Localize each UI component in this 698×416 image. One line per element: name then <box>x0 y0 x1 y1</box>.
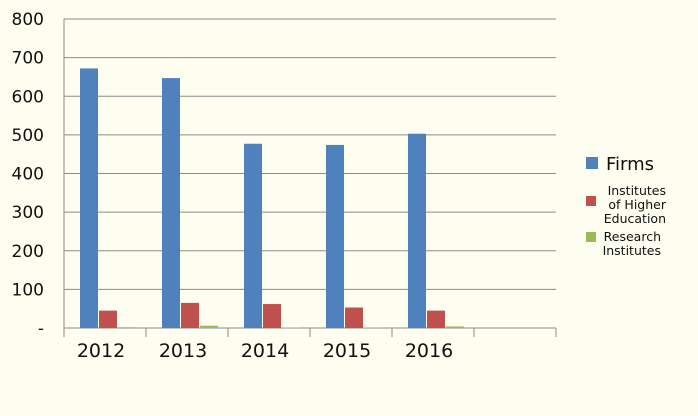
y-tick-label: 600 <box>12 87 44 107</box>
legend-label: of Higher <box>608 197 666 212</box>
bar <box>427 310 445 328</box>
x-tick-label: 2013 <box>159 340 207 362</box>
legend-swatch <box>586 196 596 206</box>
bar <box>345 307 363 328</box>
gridlines <box>64 18 556 329</box>
x-tick-label: 2016 <box>405 340 453 362</box>
bar <box>80 68 98 328</box>
y-tick-label: - <box>38 319 44 339</box>
legend-label: Research <box>604 229 661 244</box>
legend-label: Education <box>604 211 666 226</box>
bar <box>162 78 180 328</box>
y-tick-label: 300 <box>12 203 44 223</box>
bar <box>200 325 218 328</box>
y-tick-label: 500 <box>12 126 44 146</box>
bar <box>99 310 117 328</box>
y-tick-label: 100 <box>12 280 44 300</box>
legend-label: Firms <box>606 154 654 175</box>
y-tick-label: 700 <box>12 49 44 69</box>
bar <box>244 143 262 328</box>
y-tick-label: 800 <box>12 10 44 30</box>
bar <box>181 302 199 328</box>
y-tick-label: 200 <box>12 242 44 262</box>
y-tick-labels: - 100 200 300 400 500 600 700 800 <box>12 10 44 339</box>
bars <box>80 68 464 328</box>
legend-swatch <box>586 232 596 242</box>
bar <box>326 144 344 328</box>
bar <box>408 133 426 328</box>
bar <box>446 326 464 328</box>
x-tick-label: 2015 <box>323 340 371 362</box>
x-tick-labels: 2012 2013 2014 2015 2016 <box>77 340 453 362</box>
bar <box>118 327 136 328</box>
axes <box>63 19 557 337</box>
x-tick-label: 2014 <box>241 340 289 362</box>
legend-label: Institutes <box>608 183 666 198</box>
bar <box>263 304 281 328</box>
legend-swatch <box>586 157 598 169</box>
legend-label: Institutes <box>603 243 661 258</box>
y-tick-label: 400 <box>12 165 44 185</box>
x-tick-label: 2012 <box>77 340 125 362</box>
